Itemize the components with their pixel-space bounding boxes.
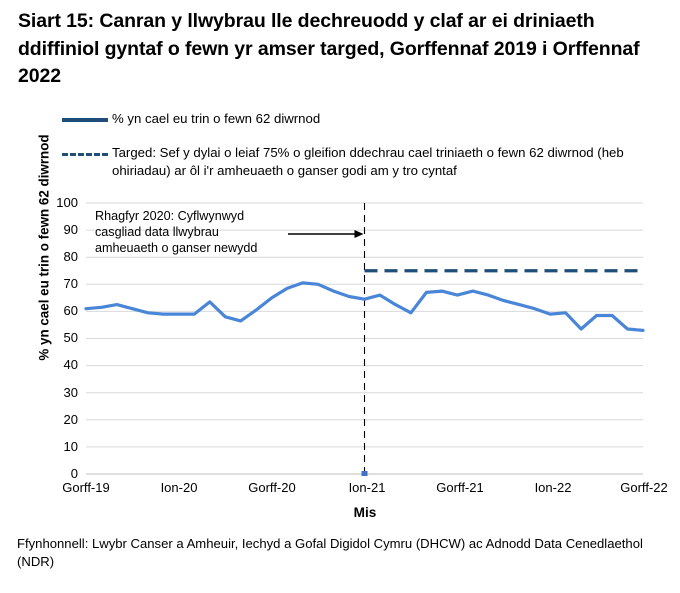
y-tick-10: 10	[63, 439, 78, 454]
y-tick-0: 0	[70, 466, 78, 481]
x-tick-ion-21: Ion-21	[348, 480, 386, 495]
chart-annotation: Rhagfyr 2020: Cyflwynwyd casgliad data l…	[95, 209, 258, 256]
y-tick-80: 80	[63, 249, 78, 264]
y-tick-100: 100	[56, 195, 78, 210]
x-tick-gorff-22: Gorff-22	[620, 480, 668, 495]
chart-title: Siart 15: Canran y llwybrau lle dechreuo…	[18, 10, 640, 88]
y-tick-60: 60	[63, 303, 78, 318]
x-axis-title: Mis	[353, 505, 377, 520]
legend-label-target: Targed: Sef y dylai o leiaf 75% o gleifi…	[112, 145, 624, 178]
event-marker-ion-21	[361, 203, 368, 476]
solid-line-icon	[62, 118, 108, 122]
x-tick-gorff-21: Gorff-21	[436, 480, 484, 495]
series-line	[84, 281, 645, 332]
y-tick-30: 30	[63, 385, 78, 400]
x-tick-ion-20: Ion-20	[160, 480, 198, 495]
x-tick-gorff-19: Gorff-19	[62, 480, 110, 495]
chart-legend: % yn cael eu trin o fewn 62 diwrnod Targ…	[62, 110, 662, 180]
y-tick-40: 40	[63, 357, 78, 372]
legend-item-series: % yn cael eu trin o fewn 62 diwrnod	[62, 110, 662, 130]
y-axis-title: % yn cael eu trin o fewn 62 diwrnod	[36, 134, 52, 361]
y-tick-50: 50	[63, 330, 78, 345]
x-tick-gorff-20: Gorff-20	[248, 480, 296, 495]
legend-item-target: Targed: Sef y dylai o leiaf 75% o gleifi…	[62, 144, 662, 180]
source-footnote: Ffynhonnell: Lwybr Canser a Amheuir, Iec…	[17, 536, 643, 570]
y-tick-70: 70	[63, 276, 78, 291]
legend-label-series: % yn cael eu trin o fewn 62 diwrnod	[112, 111, 321, 126]
plot-area	[84, 202, 645, 476]
dashed-line-icon	[62, 153, 108, 156]
y-tick-90: 90	[63, 222, 78, 237]
x-tick-ion-22: Ion-22	[534, 480, 572, 495]
annotation-arrow-icon	[288, 230, 364, 238]
y-tick-20: 20	[63, 412, 78, 427]
